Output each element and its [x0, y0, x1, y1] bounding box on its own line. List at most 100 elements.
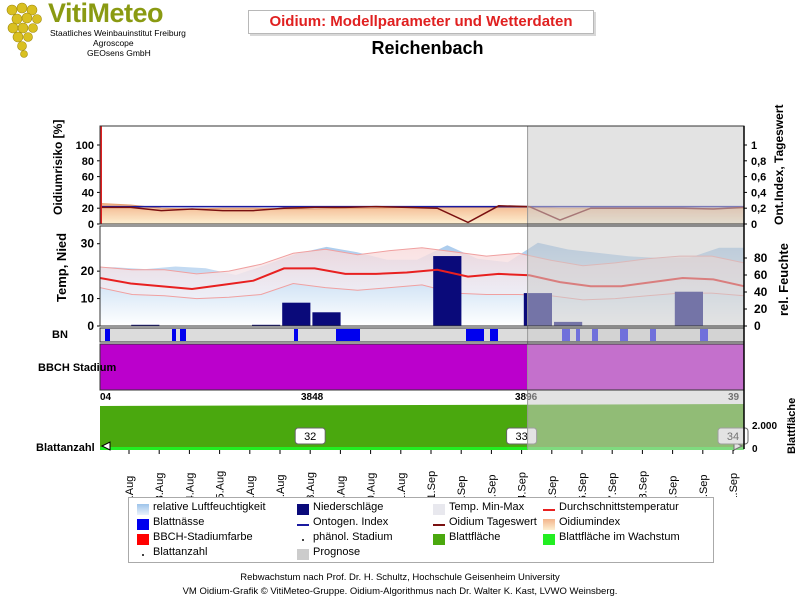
date-tick-label: Sa 06.Sep: [577, 473, 589, 497]
bbch-label: BBCH Stadium: [38, 362, 116, 374]
weather-y2tick-label: 20: [754, 302, 768, 316]
date-tick-label: Sa 23.Aug: [154, 473, 166, 497]
legend-swatch: [297, 524, 309, 526]
prognose-overlay: [527, 126, 744, 450]
legend-label: Ontogen. Index: [313, 516, 389, 528]
blattnaesse-mark: [172, 329, 176, 341]
risk-y2tick-label: 0,4: [751, 187, 767, 199]
legend-swatch: [142, 554, 144, 556]
legend-swatch: [433, 534, 445, 545]
legend-label: Blattanzahl: [153, 546, 208, 558]
blattanzahl-value: 32: [304, 431, 316, 443]
leaf-ytick-label: 0: [752, 444, 758, 455]
date-tick-label: Di 26.Aug: [245, 476, 257, 497]
blattnaesse-mark: [180, 329, 186, 341]
date-tick-label: Di 02.Sep: [456, 476, 468, 497]
date-tick-label: So 24.Aug: [184, 473, 196, 497]
precip-bar: [433, 256, 462, 326]
weather-ytick-label: 30: [81, 237, 95, 251]
date-tick-label: Mo 25.Aug: [215, 471, 227, 497]
legend-label: Blattnässe: [153, 516, 205, 528]
blattanzahl-box: [294, 427, 326, 445]
legend-label: Blattfläche im Wachstum: [559, 531, 680, 543]
date-tick-label: Mi 27.Aug: [275, 474, 287, 497]
date-tick-label: Di 09.Sep: [668, 476, 680, 497]
precip-bar: [131, 324, 160, 326]
page-title: Oidium: Modellparameter und Wetterdaten: [269, 13, 573, 30]
weather-y2tick-label: 60: [754, 268, 768, 282]
legend-swatch: [433, 504, 445, 515]
date-tick-label: So 07.Sep: [607, 473, 619, 497]
legend-swatch: [137, 519, 149, 530]
legend-label: Niederschläge: [313, 501, 384, 513]
bbch-tick-label: 3848: [301, 392, 324, 403]
weather-y2tick-label: 80: [754, 251, 768, 265]
precip-bar: [282, 302, 311, 326]
weather-ylabel: Temp, Nied: [54, 233, 69, 302]
vitimeteo-logo: VitiMeteo Staatliches Weinbauinstitut Fr…: [0, 0, 200, 60]
risk-ytick-label: 20: [82, 203, 94, 215]
risk-y2tick-label: 0,8: [751, 156, 766, 168]
arrow-left-icon: [100, 441, 111, 451]
blattnaesse-mark: [294, 329, 298, 341]
logo-brand: VitiMeteo: [48, 0, 164, 28]
legend-label: Oidium Tageswert: [449, 516, 537, 528]
bbch-tick-label: 3896: [515, 392, 538, 403]
location-title: Reichenbach: [371, 38, 484, 58]
risk-y2tick-label: 0,6: [751, 172, 766, 184]
date-tick-label: Mi 03.Sep: [486, 474, 498, 497]
date-tick-label: Fr 22.Aug: [124, 476, 136, 497]
bn-label: BN: [52, 329, 68, 341]
blattnaesse-mark: [105, 329, 110, 341]
risk-ytick-label: 100: [76, 140, 94, 152]
legend-label: BBCH-Stadiumfarbe: [153, 531, 253, 543]
logo-line-1: Staatliches Weinbauinstitut Freiburg: [50, 28, 186, 38]
weather-ytick-label: 20: [81, 264, 95, 278]
date-tick-label: Do 28.Aug: [305, 472, 317, 497]
date-tick-label: Mo 01.Sep: [426, 471, 438, 497]
weather-ytick-label: 10: [81, 292, 95, 306]
date-tick-label: Sa 30.Aug: [366, 473, 378, 497]
footer-copyright: VM Oidium-Grafik © VitiMeteo-Gruppe. Oid…: [182, 586, 618, 597]
risk-ytick-label: 80: [82, 156, 94, 168]
date-tick-label: Do 11.Sep: [728, 473, 740, 497]
risk-y2label: Ont.Index, Tageswert: [772, 105, 786, 225]
date-tick-label: So 31.Aug: [396, 473, 408, 497]
risk-y2tick-label: 0,2: [751, 203, 766, 215]
logo-line-3: GEOsens GmbH: [87, 48, 151, 58]
grape-icon: [6, 2, 42, 58]
blattanzahl-label: Blattanzahl: [36, 442, 95, 454]
risk-ytick-label: 40: [82, 187, 94, 199]
legend-label: Prognose: [313, 546, 361, 558]
date-tick-label: Do 04.Sep: [517, 472, 529, 497]
legend-swatch: [543, 509, 555, 511]
legend-swatch: [297, 549, 309, 560]
risk-y2tick-label: 0: [751, 219, 757, 231]
risk-ylabel: Oidiumrisiko [%]: [51, 120, 65, 215]
weather-y2tick-label: 0: [754, 319, 761, 333]
risk-ytick-label: 0: [88, 219, 94, 231]
legend-swatch: [543, 534, 555, 545]
legend-swatch: [137, 504, 149, 515]
legend-label: relative Luftfeuchtigkeit: [153, 501, 266, 513]
footer-credit: Rebwachstum nach Prof. Dr. H. Schultz, H…: [240, 572, 560, 583]
date-tick-label: Mi 10.Sep: [698, 474, 710, 497]
legend-swatch: [297, 504, 309, 515]
logo-line-2: Agroscope: [93, 38, 134, 48]
date-tick-label: Mo 08.Sep: [637, 471, 649, 497]
weather-y2label: rel. Feuchte: [776, 243, 791, 316]
legend-label: Durchschnittstemperatur: [559, 501, 679, 513]
legend-swatch: [543, 519, 555, 530]
precip-bar: [252, 324, 281, 326]
leaf-ytick-label: 2.000: [752, 421, 777, 432]
legend-swatch: [302, 539, 304, 541]
bbch-tick-label: 04: [100, 392, 112, 403]
weather-ytick-label: 0: [87, 319, 94, 333]
date-tick-label: Fr 05.Sep: [547, 476, 559, 497]
date-tick-label: Fr 29.Aug: [335, 476, 347, 497]
legend-label: Temp. Min-Max: [449, 501, 525, 513]
blattflaeche-wachstum-strip: [100, 447, 744, 450]
legend-swatch: [137, 534, 149, 545]
leaf-ylabel: Blattfläche: [786, 398, 798, 454]
